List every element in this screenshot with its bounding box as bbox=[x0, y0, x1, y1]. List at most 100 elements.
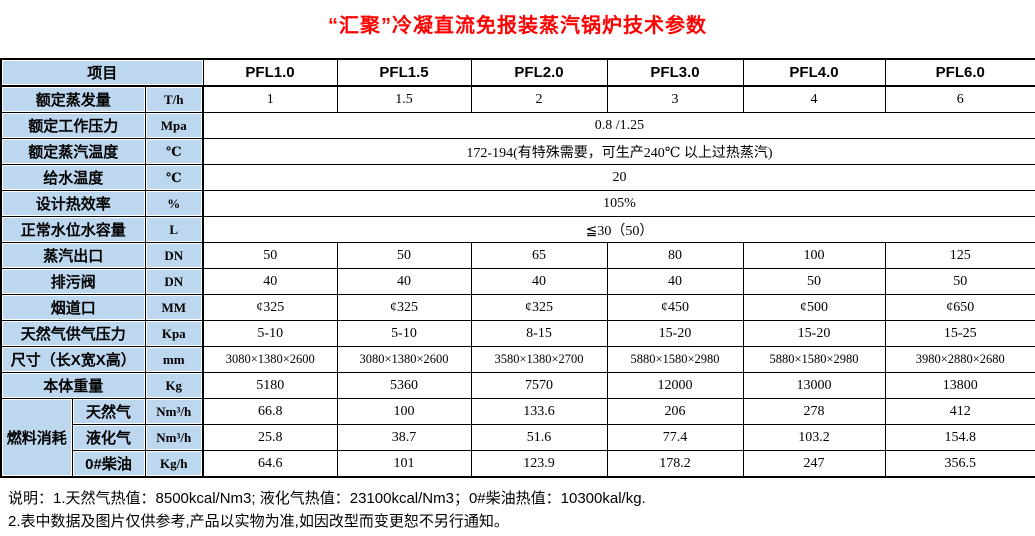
table-row-steam-temperature: 额定蒸汽温度 ℃ 172-194(有特殊需要，可生产240℃ 以上过热蒸汽) bbox=[0, 138, 1035, 165]
cell-value: 356.5 bbox=[884, 450, 1035, 478]
row-unit: T/h bbox=[144, 85, 204, 113]
row-unit: L bbox=[144, 216, 204, 243]
row-unit: DN bbox=[144, 242, 204, 269]
cell-value: 80 bbox=[606, 242, 744, 269]
table-row-feedwater-temperature: 给水温度 ℃ 20 bbox=[0, 164, 1035, 191]
fuel-row-label: 0#柴油 bbox=[71, 450, 146, 478]
column-header-pfl4-0: PFL4.0 bbox=[742, 58, 886, 87]
cell-value: 100 bbox=[742, 242, 886, 269]
row-label: 正常水位水容量 bbox=[0, 216, 146, 243]
row-label: 额定蒸发量 bbox=[0, 85, 146, 113]
cell-value: 3080×1380×2600 bbox=[202, 346, 338, 373]
row-label: 排污阀 bbox=[0, 268, 146, 295]
cell-value: 5-10 bbox=[202, 320, 338, 347]
cell-value: 4 bbox=[742, 85, 886, 113]
cell-value: 6 bbox=[884, 85, 1035, 113]
cell-value: ¢650 bbox=[884, 294, 1035, 321]
cell-value: 15-20 bbox=[742, 320, 886, 347]
column-header-pfl3-0: PFL3.0 bbox=[606, 58, 744, 87]
note-line-1: 说明：1.天然气热值：8500kcal/Nm3; 液化气热值：23100kcal… bbox=[8, 490, 646, 507]
cell-value: 178.2 bbox=[606, 450, 744, 478]
column-header-pfl1-5: PFL1.5 bbox=[336, 58, 472, 87]
table-row-flue-outlet: 烟道口 MM ¢325 ¢325 ¢325 ¢450 ¢500 ¢650 bbox=[0, 294, 1035, 321]
column-header-pfl1-0: PFL1.0 bbox=[202, 58, 338, 87]
row-unit: DN bbox=[144, 268, 204, 295]
table-header-row: 项目 PFL1.0 PFL1.5 PFL2.0 PFL3.0 PFL4.0 PF… bbox=[0, 58, 1035, 87]
cell-value: 8-15 bbox=[470, 320, 608, 347]
cell-value: 38.7 bbox=[336, 424, 472, 451]
table-row-gas-supply-pressure: 天然气供气压力 Kpa 5-10 5-10 8-15 15-20 15-20 1… bbox=[0, 320, 1035, 347]
cell-value: ¢450 bbox=[606, 294, 744, 321]
table-row-thermal-efficiency: 设计热效率 % 105% bbox=[0, 190, 1035, 217]
row-unit: % bbox=[144, 190, 204, 217]
cell-value: 123.9 bbox=[470, 450, 608, 478]
note-line-2: 2.表中数据及图片仅供参考,产品以实物为准,如因改型而变更恕不另行通知。 bbox=[8, 513, 509, 530]
cell-value: 3980×2880×2680 bbox=[884, 346, 1035, 373]
cell-value: 133.6 bbox=[470, 398, 608, 425]
row-unit: ℃ bbox=[144, 164, 204, 191]
table-row-water-capacity: 正常水位水容量 L ≦30（50） bbox=[0, 216, 1035, 243]
merged-value: 20 bbox=[202, 164, 1035, 191]
merged-value: 0.8 /1.25 bbox=[202, 112, 1035, 139]
cell-value: 5880×1580×2980 bbox=[606, 346, 744, 373]
row-unit: ℃ bbox=[144, 138, 204, 165]
cell-value: 15-20 bbox=[606, 320, 744, 347]
cell-value: 66.8 bbox=[202, 398, 338, 425]
cell-value: ¢500 bbox=[742, 294, 886, 321]
page-title: “汇聚”冷凝直流免报装蒸汽锅炉技术参数 bbox=[328, 15, 707, 37]
table-row-blowdown-valve: 排污阀 DN 40 40 40 40 50 50 bbox=[0, 268, 1035, 295]
cell-value: 65 bbox=[470, 242, 608, 269]
cell-value: 247 bbox=[742, 450, 886, 478]
fuel-group-label: 燃料消耗 bbox=[0, 398, 73, 478]
table-row-dimensions: 尺寸（长X宽X高） mm 3080×1380×2600 3080×1380×26… bbox=[0, 346, 1035, 373]
row-label: 额定蒸汽温度 bbox=[0, 138, 146, 165]
cell-value: 100 bbox=[336, 398, 472, 425]
cell-value: 77.4 bbox=[606, 424, 744, 451]
cell-value: 40 bbox=[606, 268, 744, 295]
cell-value: 206 bbox=[606, 398, 744, 425]
footnotes: 说明：1.天然气热值：8500kcal/Nm3; 液化气热值：23100kcal… bbox=[8, 487, 1035, 533]
column-header-pfl6-0: PFL6.0 bbox=[884, 58, 1035, 87]
row-label: 本体重量 bbox=[0, 372, 146, 399]
cell-value: 40 bbox=[470, 268, 608, 295]
cell-value: 64.6 bbox=[202, 450, 338, 478]
row-unit: Mpa bbox=[144, 112, 204, 139]
merged-value: ≦30（50） bbox=[202, 216, 1035, 243]
row-label: 给水温度 bbox=[0, 164, 146, 191]
merged-value: 172-194(有特殊需要，可生产240℃ 以上过热蒸汽) bbox=[202, 138, 1035, 165]
row-unit: Nm³/h bbox=[144, 424, 204, 451]
cell-value: 278 bbox=[742, 398, 886, 425]
cell-value: 13800 bbox=[884, 372, 1035, 399]
row-label: 天然气供气压力 bbox=[0, 320, 146, 347]
cell-value: 5360 bbox=[336, 372, 472, 399]
table-row-rated-evaporation: 额定蒸发量 T/h 1 1.5 2 3 4 6 bbox=[0, 85, 1035, 113]
cell-value: 40 bbox=[202, 268, 338, 295]
cell-value: 15-25 bbox=[884, 320, 1035, 347]
cell-value: 5-10 bbox=[336, 320, 472, 347]
cell-value: 3080×1380×2600 bbox=[336, 346, 472, 373]
row-unit: Kg bbox=[144, 372, 204, 399]
row-label: 尺寸（长X宽X高） bbox=[0, 346, 146, 373]
cell-value: 13000 bbox=[742, 372, 886, 399]
row-unit: MM bbox=[144, 294, 204, 321]
column-header-pfl2-0: PFL2.0 bbox=[470, 58, 608, 87]
cell-value: 103.2 bbox=[742, 424, 886, 451]
row-label: 设计热效率 bbox=[0, 190, 146, 217]
cell-value: 50 bbox=[336, 242, 472, 269]
row-label: 额定工作压力 bbox=[0, 112, 146, 139]
row-unit: mm bbox=[144, 346, 204, 373]
cell-value: 50 bbox=[202, 242, 338, 269]
cell-value: ¢325 bbox=[336, 294, 472, 321]
cell-value: 125 bbox=[884, 242, 1035, 269]
boiler-spec-table: 项目 PFL1.0 PFL1.5 PFL2.0 PFL3.0 PFL4.0 PF… bbox=[0, 58, 1035, 478]
table-row-body-weight: 本体重量 Kg 5180 5360 7570 12000 13000 13800 bbox=[0, 372, 1035, 399]
cell-value: 2 bbox=[470, 85, 608, 113]
cell-value: 1 bbox=[202, 85, 338, 113]
row-unit: Kg/h bbox=[144, 450, 204, 478]
cell-value: 50 bbox=[742, 268, 886, 295]
cell-value: 50 bbox=[884, 268, 1035, 295]
row-unit: Nm³/h bbox=[144, 398, 204, 425]
cell-value: 12000 bbox=[606, 372, 744, 399]
cell-value: 3 bbox=[606, 85, 744, 113]
cell-value: 5880×1580×2980 bbox=[742, 346, 886, 373]
